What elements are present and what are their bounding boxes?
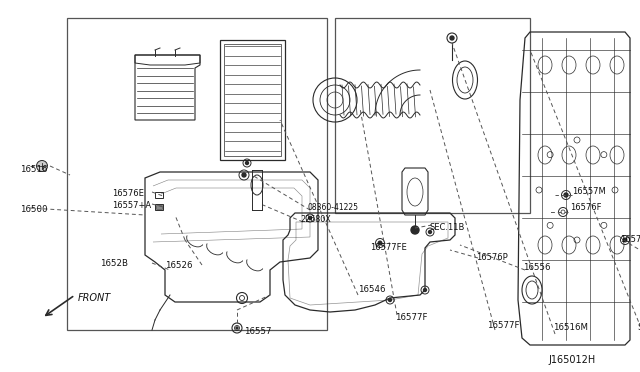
- Circle shape: [246, 161, 248, 164]
- Bar: [335, 18, 530, 213]
- Text: 16557+A: 16557+A: [112, 201, 151, 209]
- Text: 08360-41225: 08360-41225: [308, 202, 359, 212]
- Circle shape: [429, 231, 431, 234]
- Text: 16500: 16500: [20, 205, 47, 215]
- Circle shape: [388, 298, 392, 301]
- Text: 16526: 16526: [165, 260, 193, 269]
- Text: 16546: 16546: [358, 285, 385, 295]
- Text: SEC.163: SEC.163: [637, 324, 640, 333]
- Text: FRONT: FRONT: [78, 293, 111, 303]
- Circle shape: [308, 217, 312, 219]
- Text: 16577F: 16577F: [487, 321, 520, 330]
- Text: 16576F: 16576F: [570, 203, 602, 212]
- Text: 16577F: 16577F: [395, 314, 428, 323]
- Bar: [155, 204, 163, 210]
- Text: SEC.11B: SEC.11B: [430, 224, 465, 232]
- Text: 16557: 16557: [244, 327, 271, 337]
- Circle shape: [564, 193, 568, 197]
- Text: 1652B: 1652B: [100, 259, 128, 267]
- Text: 16576P: 16576P: [476, 253, 508, 262]
- Text: J165012H: J165012H: [548, 355, 595, 365]
- Bar: [156, 205, 162, 209]
- Circle shape: [378, 241, 382, 245]
- Text: 16557M: 16557M: [572, 187, 605, 196]
- Circle shape: [450, 36, 454, 40]
- Circle shape: [623, 238, 627, 242]
- Bar: [67, 18, 327, 330]
- Text: 16516M: 16516M: [553, 324, 588, 333]
- Bar: [155, 192, 163, 198]
- Text: 16576E: 16576E: [112, 189, 144, 198]
- Text: 16577FE: 16577FE: [620, 235, 640, 244]
- Text: 16556: 16556: [523, 263, 550, 273]
- Circle shape: [411, 226, 419, 234]
- Text: 16516: 16516: [20, 166, 47, 174]
- Circle shape: [36, 160, 47, 171]
- Text: 22680X: 22680X: [300, 215, 331, 224]
- Text: 16577FE: 16577FE: [370, 244, 407, 253]
- Circle shape: [236, 327, 238, 329]
- Circle shape: [242, 173, 246, 177]
- Circle shape: [424, 289, 426, 292]
